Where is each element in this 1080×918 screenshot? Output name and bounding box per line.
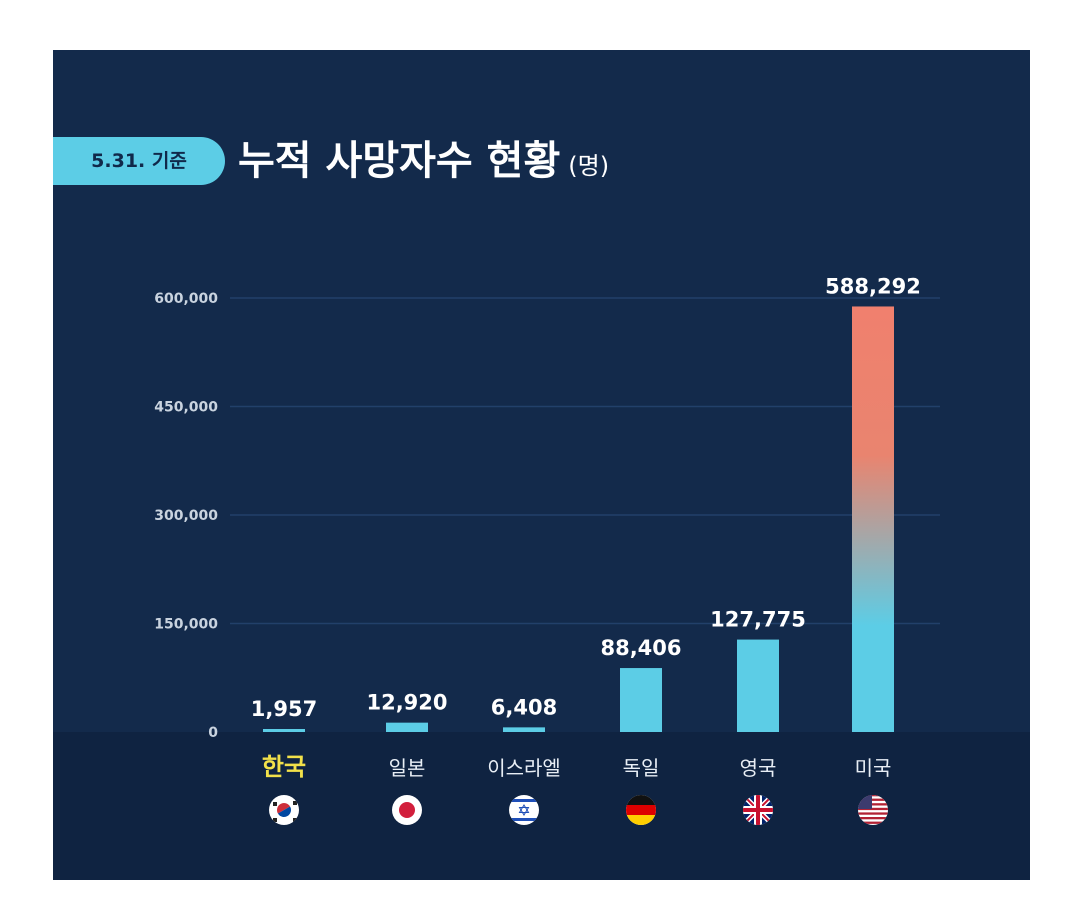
value-label: 88,406 bbox=[600, 636, 681, 660]
bar-1 bbox=[386, 722, 428, 732]
title-text: 누적 사망자수 현황 bbox=[238, 138, 561, 184]
y-tick-label: 300,000 bbox=[154, 508, 218, 524]
bar-3 bbox=[620, 668, 662, 732]
y-tick-label: 450,000 bbox=[154, 400, 218, 416]
japan-flag-icon bbox=[392, 795, 422, 825]
bar-chart: 0 150,000 300,000 450,000 600,000 1,957 한국 12,9… bbox=[154, 274, 940, 825]
date-badge: 5.31. 기준 bbox=[53, 137, 225, 185]
chart-panel: 5.31. 기준 누적 사망자수 현황 (명) 0 150,000 300,000 45… bbox=[53, 50, 1030, 880]
value-label: 588,292 bbox=[825, 274, 921, 298]
y-tick-label: 600,000 bbox=[154, 291, 218, 307]
chart-title: 누적 사망자수 현황 (명) bbox=[238, 134, 609, 193]
category-label: 독일 bbox=[623, 756, 660, 780]
bar-2 bbox=[503, 727, 545, 732]
category-label: 이스라엘 bbox=[487, 756, 561, 780]
value-label: 6,408 bbox=[491, 695, 557, 719]
category-label: 미국 bbox=[855, 756, 892, 780]
y-tick-label: 150,000 bbox=[154, 617, 218, 633]
category-label: 영국 bbox=[740, 756, 777, 780]
category-label: 일본 bbox=[389, 756, 426, 780]
germany-flag-icon bbox=[626, 795, 656, 825]
category-label: 한국 bbox=[262, 753, 306, 781]
unit-label: (명) bbox=[568, 152, 610, 180]
israel-flag-icon bbox=[509, 795, 539, 825]
bar-0 bbox=[263, 729, 305, 732]
value-label: 1,957 bbox=[251, 697, 317, 721]
bar-4 bbox=[737, 639, 779, 732]
value-label: 12,920 bbox=[366, 691, 447, 715]
bar-5 bbox=[852, 306, 894, 732]
uk-flag-icon bbox=[743, 795, 773, 825]
y-tick-label: 0 bbox=[208, 725, 218, 741]
usa-flag-icon bbox=[858, 795, 888, 825]
value-label: 127,775 bbox=[710, 608, 806, 632]
south-korea-flag-icon bbox=[269, 795, 299, 825]
